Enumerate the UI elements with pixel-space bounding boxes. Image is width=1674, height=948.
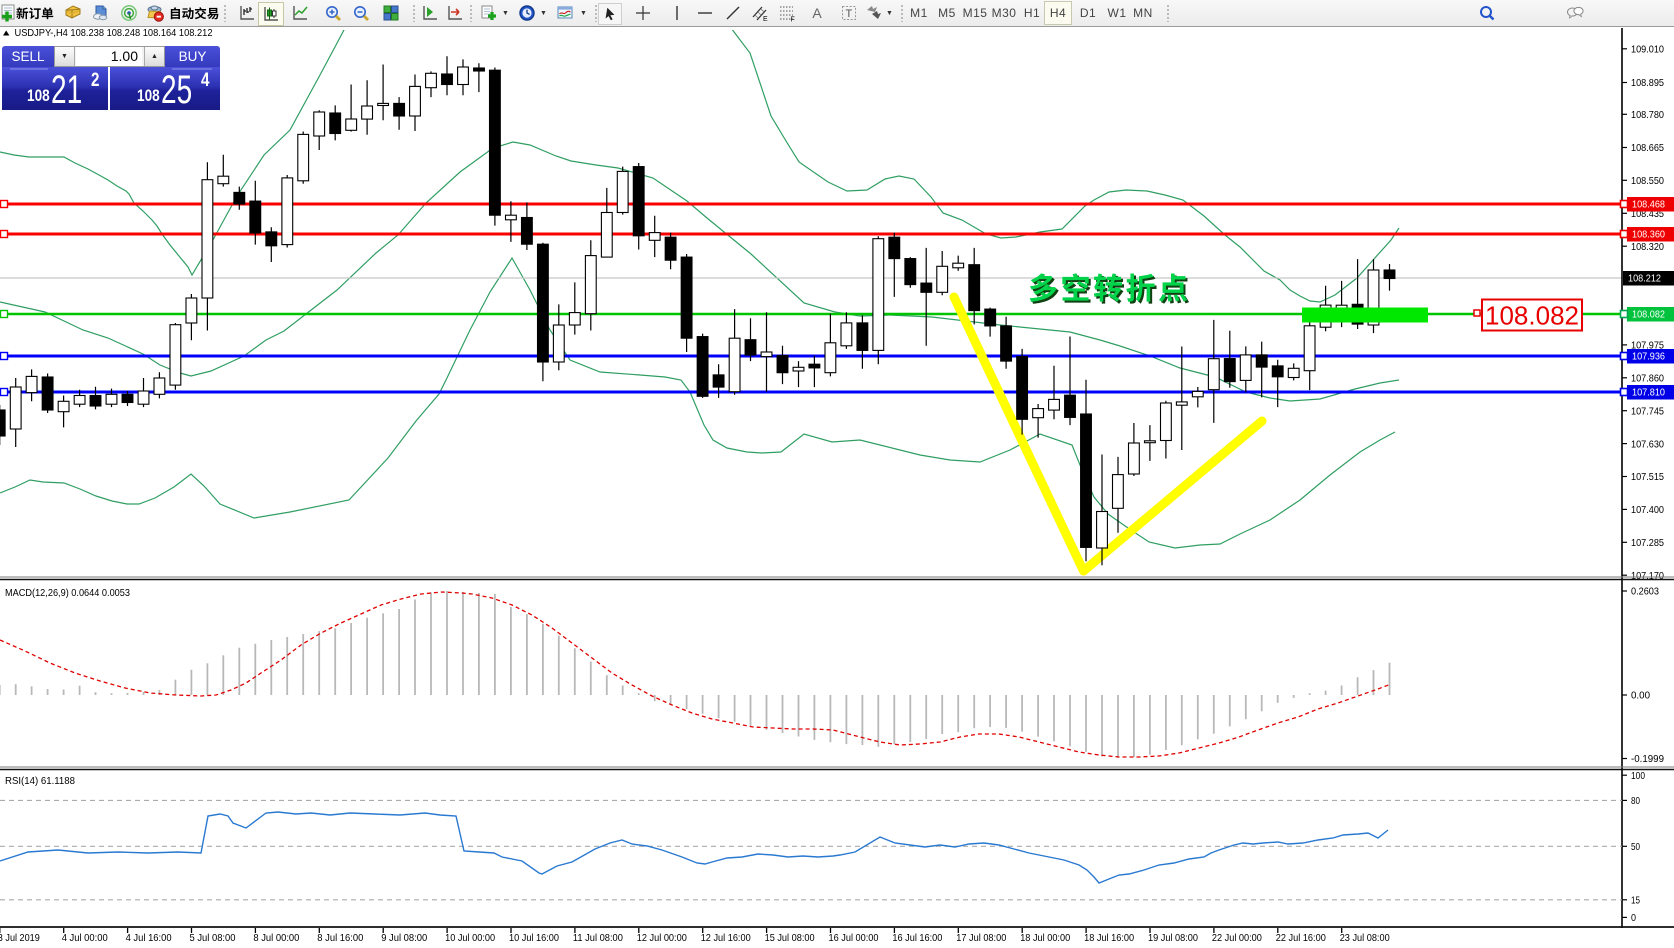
svg-text:9 Jul 08:00: 9 Jul 08:00 <box>381 932 427 944</box>
svg-text:10 Jul 00:00: 10 Jul 00:00 <box>445 932 495 944</box>
svg-text:108.082: 108.082 <box>1632 309 1665 321</box>
svg-text:100: 100 <box>1631 770 1645 782</box>
svg-text:12 Jul 00:00: 12 Jul 00:00 <box>637 932 687 944</box>
svg-text:108.895: 108.895 <box>1631 77 1664 89</box>
svg-text:16 Jul 00:00: 16 Jul 00:00 <box>829 932 879 944</box>
svg-text:10 Jul 16:00: 10 Jul 16:00 <box>509 932 559 944</box>
svg-text:0.00: 0.00 <box>1631 690 1650 702</box>
svg-text:108.320: 108.320 <box>1631 241 1664 253</box>
svg-text:16 Jul 16:00: 16 Jul 16:00 <box>892 932 942 944</box>
svg-text:107.745: 107.745 <box>1631 405 1664 417</box>
svg-text:107.285: 107.285 <box>1631 537 1664 549</box>
svg-text:8 Jul 16:00: 8 Jul 16:00 <box>317 932 363 944</box>
svg-text:107.515: 107.515 <box>1631 471 1664 483</box>
svg-text:80: 80 <box>1631 795 1640 807</box>
svg-text:RSI(14) 61.1188: RSI(14) 61.1188 <box>5 775 75 787</box>
svg-text:108.212: 108.212 <box>1628 273 1661 285</box>
svg-text:17 Jul 08:00: 17 Jul 08:00 <box>956 932 1006 944</box>
svg-text:15 Jul 08:00: 15 Jul 08:00 <box>765 932 815 944</box>
svg-text:108.550: 108.550 <box>1631 175 1664 187</box>
svg-text:107.975: 107.975 <box>1631 340 1664 352</box>
svg-text:18 Jul 00:00: 18 Jul 00:00 <box>1020 932 1070 944</box>
svg-text:4 Jul 00:00: 4 Jul 00:00 <box>62 932 108 944</box>
svg-text:18 Jul 16:00: 18 Jul 16:00 <box>1084 932 1134 944</box>
svg-text:0: 0 <box>1631 912 1636 924</box>
svg-text:12 Jul 16:00: 12 Jul 16:00 <box>701 932 751 944</box>
svg-text:108.360: 108.360 <box>1632 229 1665 241</box>
svg-text:107.630: 107.630 <box>1631 438 1664 450</box>
svg-text:109.010: 109.010 <box>1631 44 1664 56</box>
svg-text:108.468: 108.468 <box>1632 199 1665 211</box>
svg-text:-0.1999: -0.1999 <box>1631 753 1664 765</box>
svg-text:50: 50 <box>1631 841 1640 853</box>
svg-text:107.810: 107.810 <box>1632 387 1665 399</box>
svg-text:108.780: 108.780 <box>1631 109 1664 121</box>
svg-text:MACD(12,26,9) 0.0644 0.0053: MACD(12,26,9) 0.0644 0.0053 <box>5 587 130 599</box>
svg-text:F: F <box>791 17 795 23</box>
svg-text:0.2603: 0.2603 <box>1631 586 1659 598</box>
svg-text:4 Jul 16:00: 4 Jul 16:00 <box>126 932 172 944</box>
svg-text:T: T <box>846 8 853 20</box>
svg-text:22 Jul 00:00: 22 Jul 00:00 <box>1212 932 1262 944</box>
svg-text:22 Jul 16:00: 22 Jul 16:00 <box>1276 932 1326 944</box>
svg-text:107.936: 107.936 <box>1632 351 1665 363</box>
svg-text:108.082: 108.082 <box>1485 301 1579 331</box>
svg-text:3 Jul 2019: 3 Jul 2019 <box>0 932 40 944</box>
svg-text:5 Jul 08:00: 5 Jul 08:00 <box>190 932 236 944</box>
svg-text:15: 15 <box>1631 895 1640 907</box>
svg-text:107.860: 107.860 <box>1631 373 1664 385</box>
svg-text:108.665: 108.665 <box>1631 142 1664 154</box>
svg-text:8 Jul 00:00: 8 Jul 00:00 <box>253 932 299 944</box>
svg-text:11 Jul 08:00: 11 Jul 08:00 <box>573 932 623 944</box>
svg-text:E: E <box>763 16 768 22</box>
svg-text:23 Jul 08:00: 23 Jul 08:00 <box>1340 932 1390 944</box>
svg-text:USDJPY-,H4 108.238 108.248 10: USDJPY-,H4 108.238 108.248 108.164 108.2… <box>15 27 213 39</box>
svg-text:107.400: 107.400 <box>1631 504 1664 516</box>
svg-text:19 Jul 08:00: 19 Jul 08:00 <box>1148 932 1198 944</box>
